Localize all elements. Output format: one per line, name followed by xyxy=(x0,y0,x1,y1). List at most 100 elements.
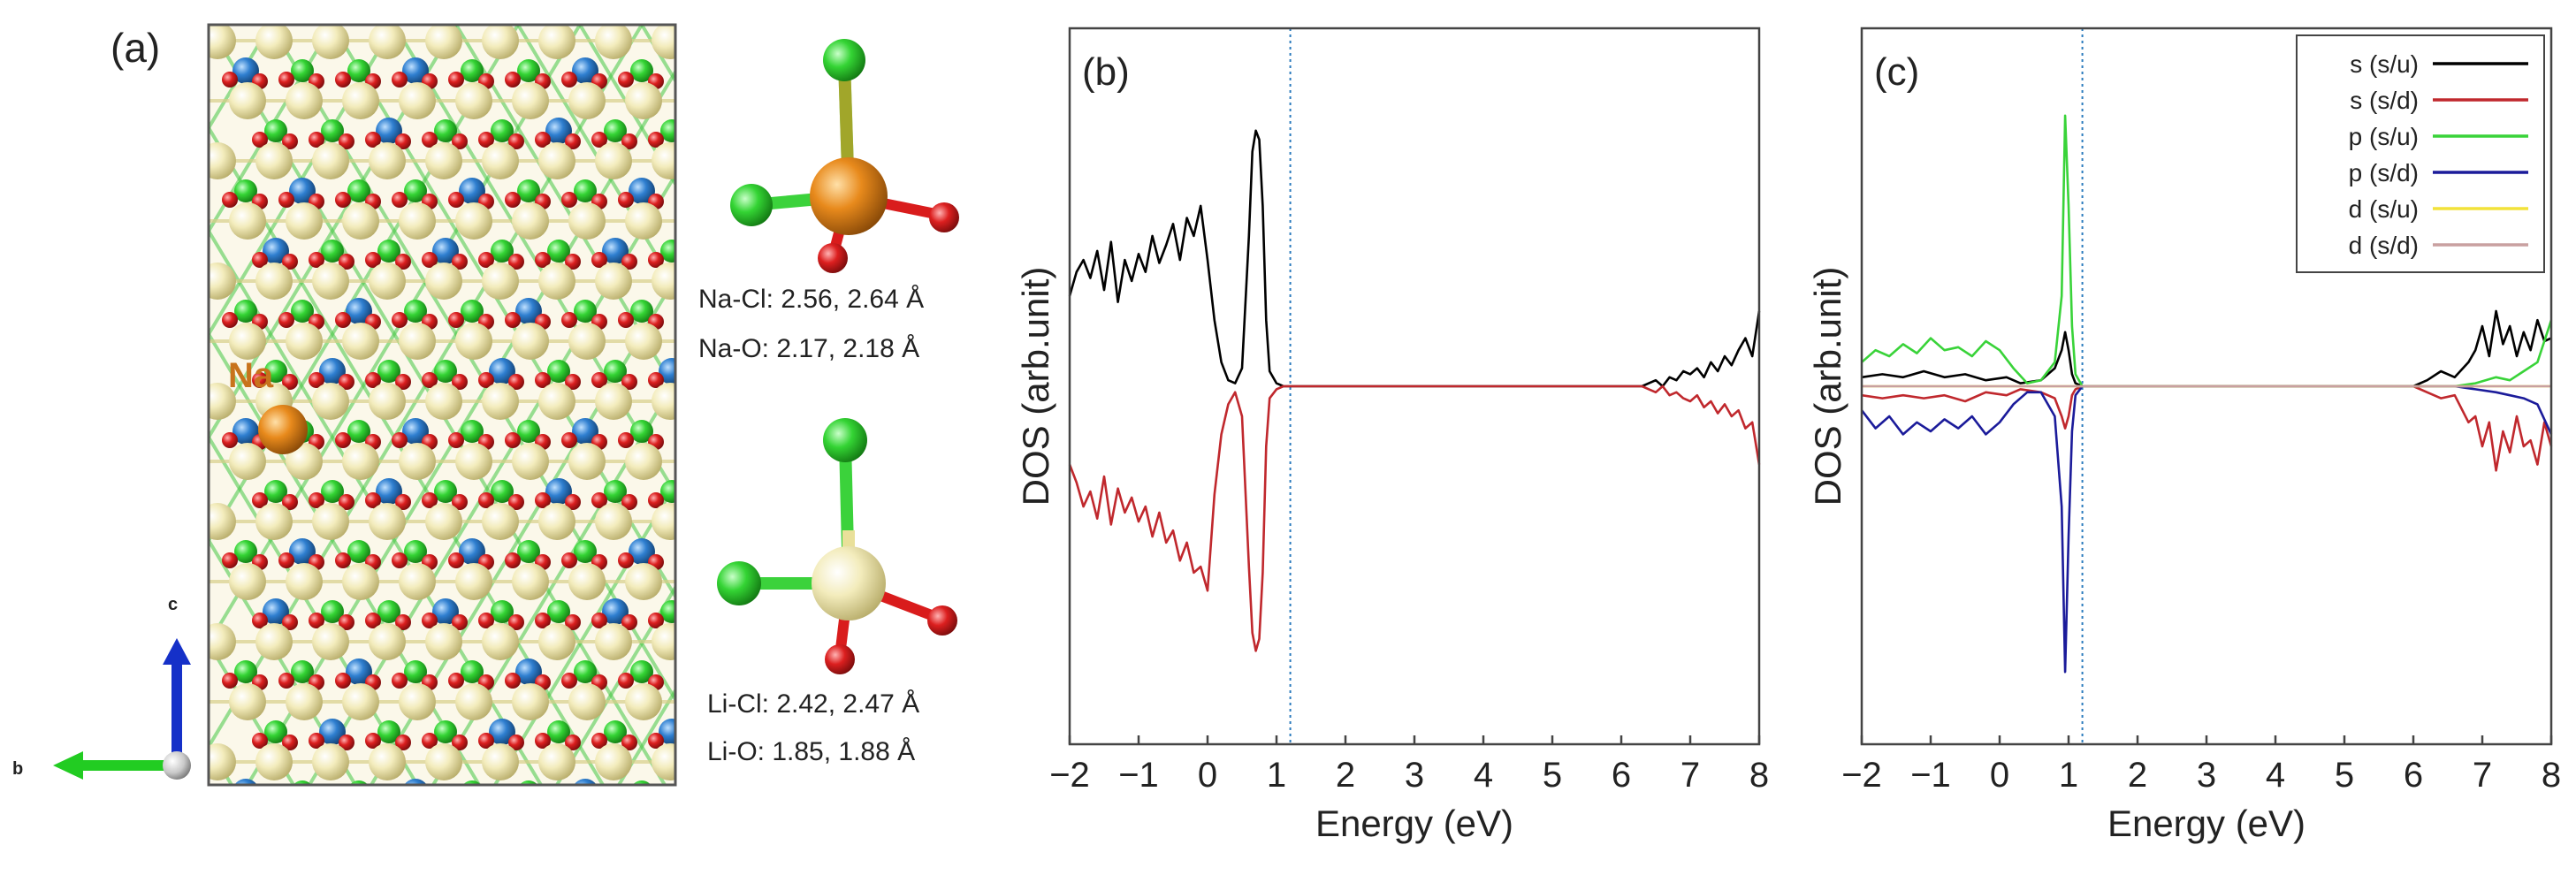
li-model-cl-atom-left xyxy=(717,561,761,605)
li-model-o-atom-right xyxy=(927,605,957,636)
cl-atom xyxy=(547,360,570,383)
o-atom xyxy=(648,252,664,268)
o-atom xyxy=(222,72,238,88)
o-atom xyxy=(535,252,551,268)
li-atom xyxy=(369,383,406,420)
li-atom xyxy=(255,142,293,179)
li-atom xyxy=(229,323,266,360)
o-atom xyxy=(395,614,411,630)
x-tick-label: 0 xyxy=(1990,756,2009,795)
li-model-o-atom-bottom xyxy=(825,644,855,674)
li-atom xyxy=(568,683,606,720)
cl-atom xyxy=(234,300,257,323)
li-atom xyxy=(512,563,549,600)
li-atom xyxy=(342,82,379,119)
o-atom xyxy=(735,494,751,510)
cl-atom xyxy=(321,600,344,623)
metal-atom xyxy=(346,658,372,685)
li-atom xyxy=(625,563,662,600)
metal-atom xyxy=(234,779,257,785)
li-atom xyxy=(482,503,519,540)
li-atom xyxy=(312,25,349,59)
cl-atom xyxy=(434,360,457,383)
metal-atom xyxy=(232,418,259,445)
cl-atom xyxy=(264,360,287,383)
o-atom xyxy=(478,613,494,628)
li-atom xyxy=(369,25,406,59)
o-atom xyxy=(705,73,720,89)
cl-atom xyxy=(687,420,710,443)
o-atom xyxy=(448,673,464,689)
o-atom xyxy=(478,733,494,749)
o-atom xyxy=(565,254,581,270)
li-atom xyxy=(342,563,379,600)
o-atom xyxy=(508,735,524,750)
li-atom xyxy=(369,743,406,780)
o-atom xyxy=(452,494,468,510)
cl-atom xyxy=(234,179,257,202)
cl-atom xyxy=(517,540,540,563)
o-atom xyxy=(565,133,581,149)
metal-atom xyxy=(319,358,346,384)
cl-atom xyxy=(517,179,540,202)
li-atom xyxy=(512,323,549,360)
o-atom xyxy=(678,133,694,149)
series-line-p-s-d xyxy=(1860,384,2553,674)
cl-atom xyxy=(491,119,514,142)
li-atom xyxy=(538,623,575,660)
li-atom xyxy=(455,202,492,240)
o-atom xyxy=(365,733,381,749)
li-atom xyxy=(482,263,519,300)
o-atom xyxy=(339,133,354,149)
li-atom xyxy=(568,323,606,360)
metal-atom xyxy=(232,57,259,84)
o-atom xyxy=(705,795,720,811)
axis-triad: c b xyxy=(12,595,191,780)
o-atom xyxy=(505,552,521,568)
o-atom xyxy=(478,795,494,811)
na-atom xyxy=(258,405,308,454)
o-atom xyxy=(222,312,238,328)
panel-label: (b) xyxy=(1082,50,1130,94)
o-atom xyxy=(335,312,351,328)
o-atom xyxy=(565,494,581,510)
li-atom xyxy=(425,623,462,660)
o-atom xyxy=(565,614,581,630)
li-atom xyxy=(652,25,675,59)
o-atom xyxy=(591,132,607,148)
o-atom xyxy=(222,673,238,689)
o-atom xyxy=(365,613,381,628)
o-atom xyxy=(621,374,637,390)
na-atom-label: Na xyxy=(228,356,274,395)
legend-label: s (s/d) xyxy=(2350,87,2419,114)
li-atom xyxy=(255,743,293,780)
o-atom xyxy=(505,673,521,689)
cl-atom xyxy=(347,59,370,82)
o-atom xyxy=(565,374,581,390)
li-atom xyxy=(342,323,379,360)
o-atom xyxy=(282,254,298,270)
series-line-p-s-u xyxy=(1861,114,2553,388)
o-atom xyxy=(452,614,468,630)
li-atom xyxy=(595,142,632,179)
x-tick-label: 6 xyxy=(2404,756,2423,795)
metal-atom xyxy=(319,719,346,745)
o-atom xyxy=(674,436,675,445)
cl-atom xyxy=(574,300,597,323)
cl-atom xyxy=(461,59,484,82)
li-atom xyxy=(209,623,236,660)
o-atom xyxy=(648,492,664,508)
li-atom xyxy=(255,263,293,300)
metal-atom xyxy=(346,298,372,324)
li-atom xyxy=(286,82,323,119)
cl-atom xyxy=(404,660,427,683)
o-atom xyxy=(591,795,607,811)
li-atom xyxy=(255,25,293,59)
x-tick-label: 2 xyxy=(2128,756,2147,795)
li-atom xyxy=(625,323,662,360)
o-atom xyxy=(365,795,381,811)
li-atom xyxy=(455,82,492,119)
o-atom xyxy=(365,252,381,268)
cl-atom xyxy=(404,179,427,202)
o-atom xyxy=(392,192,408,208)
